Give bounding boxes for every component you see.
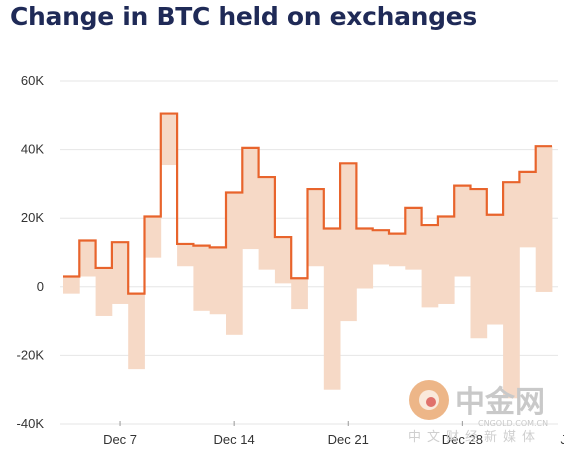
bar: [356, 228, 374, 289]
bar: [503, 182, 520, 399]
x-tick-label: Dec 7: [103, 432, 137, 447]
bar: [486, 214, 504, 325]
y-tick-label: -40K: [17, 416, 45, 431]
x-tick-label: Dec 14: [214, 432, 255, 447]
y-tick-label: 0: [37, 279, 44, 294]
bar: [226, 192, 243, 335]
x-tick-label: Dec 28: [442, 432, 483, 447]
series-step-line: [63, 112, 552, 295]
bar: [372, 230, 390, 265]
bar: [160, 113, 178, 166]
bar: [128, 293, 145, 370]
bar-fills: [63, 113, 553, 399]
bar: [307, 189, 325, 267]
bar: [421, 225, 439, 308]
bar: [111, 242, 129, 304]
watermark-tagline: 中文财经新媒体: [408, 429, 541, 445]
chart-title: Change in BTC held on exchanges: [10, 2, 477, 31]
bar: [323, 228, 341, 390]
x-tick-label: Jan 4: [561, 432, 564, 447]
bar: [258, 177, 276, 270]
y-axis-ticks: 60K 40K 20K 0 -20K -40K: [17, 73, 45, 431]
watermark: 中金网 CNGOLD.COM.CN 中文财经新媒体: [408, 380, 548, 445]
bar: [519, 171, 537, 248]
y-tick-label: 20K: [21, 210, 44, 225]
x-tick-label: Dec 21: [328, 432, 369, 447]
bar: [209, 247, 227, 315]
bar: [63, 276, 80, 294]
y-tick-label: -20K: [17, 347, 45, 362]
bar: [242, 147, 259, 250]
bar: [95, 267, 113, 316]
watermark-logo-dot-icon: [426, 397, 436, 407]
bar: [389, 233, 406, 267]
bar: [454, 185, 471, 277]
x-axis-ticks: Dec 7 Dec 14 Dec 21 Dec 28 Jan 4: [103, 421, 564, 447]
bar: [144, 216, 162, 258]
y-tick-label: 40K: [21, 142, 44, 157]
bar: [437, 216, 455, 304]
bar: [193, 245, 211, 311]
bar: [470, 189, 488, 339]
bar: [535, 146, 553, 292]
bar: [405, 207, 422, 270]
bar: [79, 240, 96, 277]
series-line: [63, 112, 552, 295]
bar: [340, 163, 357, 322]
y-tick-label: 60K: [21, 73, 44, 88]
bar: [291, 278, 308, 310]
watermark-domain: CNGOLD.COM.CN: [478, 419, 548, 428]
watermark-logo-text: 中金网: [455, 385, 545, 420]
bar: [177, 243, 194, 267]
bar: [274, 237, 292, 284]
